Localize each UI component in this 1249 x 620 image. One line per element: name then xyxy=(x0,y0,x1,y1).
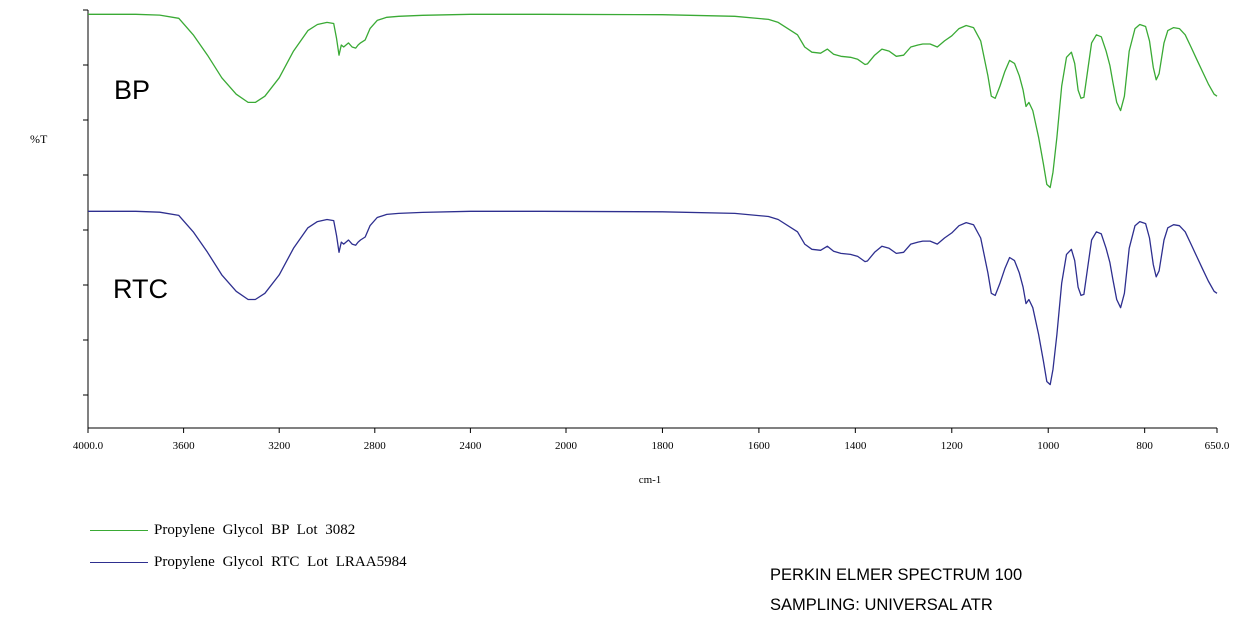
plot-frame xyxy=(87,10,1217,429)
legend-swatch-bp xyxy=(90,529,148,531)
series-line-bp xyxy=(88,13,1218,189)
legend-item-rtc: Propylene Glycol RTC Lot LRAA5984 xyxy=(90,546,407,578)
legend-item-bp: Propylene Glycol BP Lot 3082 xyxy=(90,514,407,546)
y-axis-label: %T xyxy=(30,132,48,146)
series-line-rtc xyxy=(88,210,1218,386)
x-tick-label: 800 xyxy=(1136,440,1153,452)
series-annotation-bp: BP xyxy=(114,75,150,105)
x-tick-label: 1000 xyxy=(1037,440,1060,452)
x-tick-label: 650.0 xyxy=(1205,440,1230,452)
x-axis-label: cm-1 xyxy=(639,474,662,486)
x-axis-ticks: 4000.0 3600 3200 2800 2400 2000 1800 1600 1400 12… xyxy=(73,428,1230,452)
x-tick-label: 1600 xyxy=(748,440,771,452)
instrument-name: PERKIN ELMER SPECTRUM 100 xyxy=(770,566,1023,584)
legend: Propylene Glycol BP Lot 3082 Propylene G… xyxy=(90,514,407,578)
y-axis-ticks xyxy=(83,9,88,396)
sampling-method: SAMPLING: UNIVERSAL ATR xyxy=(770,596,993,614)
ir-spectrum-chart: 4000.0 3600 3200 2800 2400 2000 1800 1600 1400 12… xyxy=(30,9,1230,486)
series-annotation-rtc: RTC xyxy=(113,274,168,304)
x-tick-label: 2800 xyxy=(364,440,387,452)
instrument-info: PERKIN ELMER SPECTRUM 100 SAMPLING: UNIV… xyxy=(770,560,1022,620)
x-tick-label: 3200 xyxy=(268,440,291,452)
legend-label-rtc: Propylene Glycol RTC Lot LRAA5984 xyxy=(154,553,407,570)
legend-label-bp: Propylene Glycol BP Lot 3082 xyxy=(154,521,356,538)
x-tick-label: 3600 xyxy=(173,440,196,452)
x-tick-label: 1400 xyxy=(844,440,867,452)
x-tick-label: 4000.0 xyxy=(73,440,104,452)
x-tick-label: 1800 xyxy=(651,440,674,452)
series-layer xyxy=(88,13,1218,386)
x-tick-label: 2400 xyxy=(459,440,482,452)
x-tick-label: 1200 xyxy=(941,440,964,452)
x-tick-label: 2000 xyxy=(555,440,578,452)
legend-swatch-rtc xyxy=(90,561,148,563)
